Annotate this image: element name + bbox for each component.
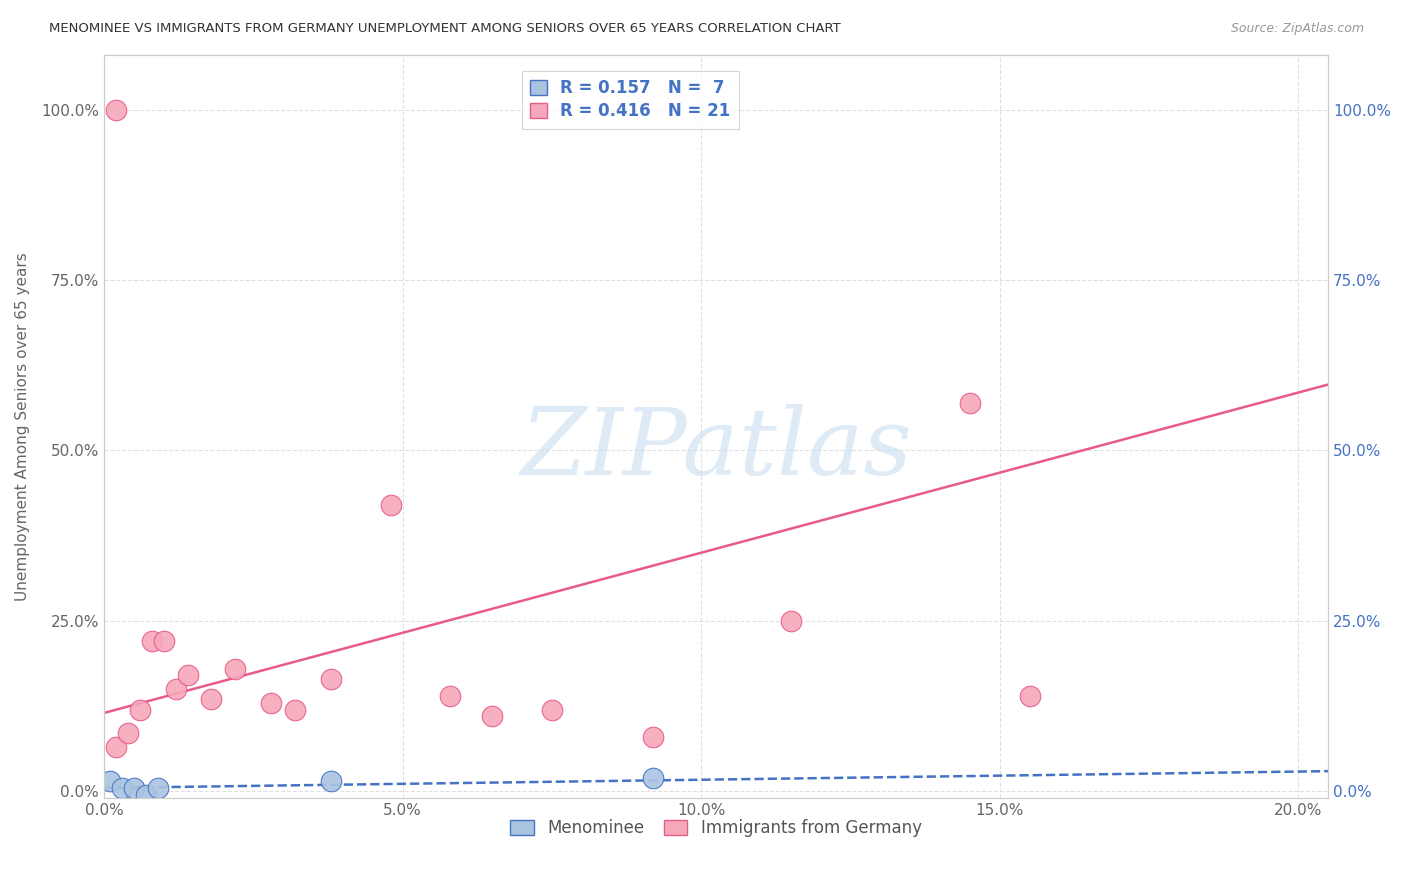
Point (284, 702, 307, 716)
Point (117, 726, 139, 740)
Text: Source: ZipAtlas.com: Source: ZipAtlas.com (1230, 22, 1364, 36)
Point (152, 634, 174, 648)
Point (98, 774, 121, 789)
Point (643, 771, 665, 785)
Point (141, 634, 163, 648)
Point (128, 702, 150, 716)
Point (111, 780, 134, 795)
Point (122, 780, 145, 795)
Point (643, 730, 665, 744)
Point (779, 614, 801, 628)
Text: ZIPatlas: ZIPatlas (520, 404, 912, 494)
Point (224, 662, 246, 676)
Legend: Menominee, Immigrants from Germany: Menominee, Immigrants from Germany (502, 811, 931, 846)
Point (481, 709, 503, 723)
Text: MENOMINEE VS IMMIGRANTS FROM GERMANY UNEMPLOYMENT AMONG SENIORS OVER 65 YEARS CO: MENOMINEE VS IMMIGRANTS FROM GERMANY UNE… (49, 22, 841, 36)
Point (319, 774, 342, 789)
Point (319, 672, 342, 686)
Point (439, 689, 461, 703)
Y-axis label: Unemployment Among Seniors over 65 years: Unemployment Among Seniors over 65 years (15, 252, 30, 601)
Point (176, 668, 198, 682)
Point (200, 692, 222, 706)
Point (146, 780, 169, 795)
Point (1018, 689, 1040, 703)
Point (540, 702, 562, 716)
Point (260, 696, 283, 710)
Point (165, 682, 187, 697)
Point (135, 788, 157, 802)
Point (959, 396, 981, 410)
Point (380, 498, 402, 512)
Point (104, 739, 127, 754)
Point (104, 103, 127, 117)
